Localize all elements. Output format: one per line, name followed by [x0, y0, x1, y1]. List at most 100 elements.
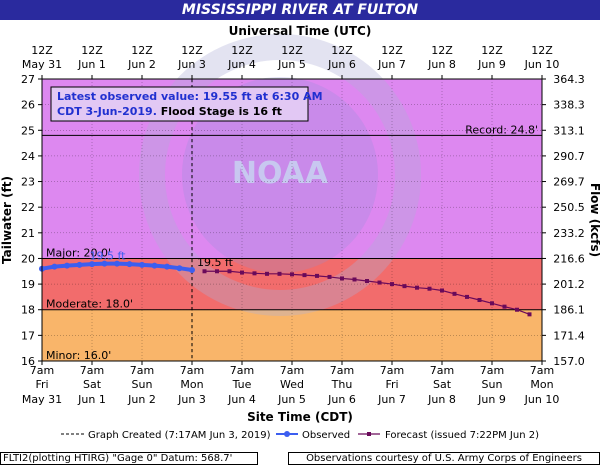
observed-value-label: 19.5 ft	[90, 249, 127, 262]
info-box-date: CDT 3-Jun-2019.	[57, 105, 157, 118]
top-tick-hour: 12Z	[181, 44, 203, 57]
right-tick-label: 201.2	[553, 278, 585, 291]
bottom-tick-date: Jun 9	[477, 393, 506, 406]
observed-point	[51, 263, 58, 270]
observed-point	[189, 266, 195, 273]
forecast-point	[227, 269, 232, 274]
bottom-tick-hour: 7am	[380, 364, 404, 377]
bottom-tick-day: Sat	[83, 378, 102, 391]
forecast-point	[315, 273, 319, 278]
y-tick-label: 16	[21, 355, 35, 368]
right-tick-label: 157.0	[553, 355, 585, 368]
info-box-flood-stage: Flood Stage is 16 ft	[157, 105, 282, 118]
y-tick-label: 26	[21, 99, 35, 112]
top-tick-date: Jun 1	[77, 58, 106, 71]
noaa-seal-disk	[182, 77, 378, 273]
bottom-tick-day: Mon	[180, 378, 203, 391]
y-tick-label: 17	[21, 329, 35, 342]
observed-point	[139, 261, 145, 268]
y-axis-label-left: Tailwater (ft)	[0, 176, 14, 264]
y-tick-label: 18	[21, 304, 35, 317]
forecast-point	[202, 269, 207, 274]
forecast-point	[352, 277, 357, 282]
right-tick-label: 216.6	[553, 252, 585, 265]
bottom-tick-date: Jun 5	[277, 393, 306, 406]
hydrograph-chart: NOAA Record: 24.8' Major: 20.0' Moderate: 1…	[0, 24, 600, 441]
bottom-tick-hour: 7am	[230, 364, 254, 377]
forecast-point	[465, 294, 469, 299]
observed-point	[151, 262, 158, 269]
y-tick-label: 19	[21, 278, 35, 291]
top-tick-hour: 12Z	[231, 44, 253, 57]
top-tick-hour: 12Z	[31, 44, 53, 57]
top-tick-hour: 12Z	[381, 44, 403, 57]
bottom-tick-date: Jun 1	[77, 393, 106, 406]
right-tick-label: 269.7	[553, 176, 585, 189]
forecast-point	[490, 301, 494, 306]
top-axis-title: Universal Time (UTC)	[229, 24, 372, 38]
bottom-tick-hour: 7am	[130, 364, 154, 377]
forecast-point	[440, 288, 444, 293]
bottom-tick-day: Fri	[385, 378, 398, 391]
forecast-point	[515, 307, 519, 312]
top-tick-date: Jun 5	[277, 58, 306, 71]
observed-point	[101, 260, 108, 267]
forecast-point	[477, 297, 482, 302]
chart-title: MISSISSIPPI RIVER AT FULTON	[0, 0, 600, 20]
legend-forecast-marker	[367, 432, 371, 436]
observed-point	[114, 260, 120, 267]
right-tick-label: 171.4	[553, 329, 585, 342]
top-tick-hour: 12Z	[431, 44, 453, 57]
flood-label-minor: Minor: 16.0'	[46, 349, 111, 362]
bottom-tick-day: Sun	[482, 378, 503, 391]
observations-credit: Observations courtesy of U.S. Army Corps…	[288, 452, 600, 465]
bottom-tick-date: Jun 2	[127, 393, 156, 406]
y-tick-label: 27	[21, 73, 35, 86]
forecast-point	[302, 273, 307, 278]
top-tick-hour: 12Z	[481, 44, 503, 57]
right-tick-label: 313.1	[553, 124, 585, 137]
bottom-tick-date: May 31	[22, 393, 62, 406]
observed-point	[76, 261, 83, 268]
forecast-point	[502, 304, 507, 309]
right-tick-label: 233.2	[553, 227, 585, 240]
forecast-point	[402, 284, 407, 289]
forecast-point	[215, 269, 219, 274]
flood-label-major: Major: 20.0'	[46, 246, 111, 259]
flood-label-moderate: Moderate: 18.0'	[46, 298, 133, 311]
bottom-tick-day: Wed	[280, 378, 304, 391]
datum-note: FLTI2(plotting HTIRG) "Gage 0" Datum: 56…	[0, 452, 258, 465]
bottom-tick-hour: 7am	[180, 364, 204, 377]
legend-observed-label: Observed	[302, 430, 350, 441]
y-tick-label: 21	[21, 227, 35, 240]
y-tick-label: 23	[21, 176, 35, 189]
bottom-tick-day: Sun	[132, 378, 153, 391]
y-tick-label: 20	[21, 252, 35, 265]
bottom-tick-day: Tue	[232, 378, 252, 391]
top-tick-date: Jun 7	[377, 58, 406, 71]
top-tick-hour: 12Z	[81, 44, 103, 57]
top-tick-date: Jun 10	[524, 58, 560, 71]
legend-forecast-label: Forecast (issued 7:22PM Jun 2)	[385, 430, 539, 441]
bottom-tick-hour: 7am	[280, 364, 304, 377]
right-tick-label: 250.5	[553, 201, 585, 214]
bottom-tick-hour: 7am	[330, 364, 354, 377]
top-tick-date: Jun 3	[177, 58, 206, 71]
forecast-point	[527, 312, 532, 317]
observed-point	[89, 261, 95, 268]
forecast-point	[390, 282, 394, 287]
bottom-tick-day: Thu	[331, 378, 353, 391]
record-label: Record: 24.8'	[465, 123, 538, 136]
top-tick-date: Jun 2	[127, 58, 156, 71]
bottom-tick-date: Jun 7	[377, 393, 406, 406]
forecast-point	[240, 270, 244, 275]
bottom-tick-hour: 7am	[80, 364, 104, 377]
y-tick-label: 22	[21, 201, 35, 214]
forecast-point	[277, 271, 282, 276]
info-box-line1: Latest observed value: 19.55 ft at 6:30 …	[57, 90, 323, 103]
info-box-line2: CDT 3-Jun-2019. Flood Stage is 16 ft	[57, 105, 282, 118]
y-axis-label-right: Flow (kcfs)	[588, 183, 600, 257]
top-tick-hour: 12Z	[131, 44, 153, 57]
legend-observed-marker	[284, 431, 290, 437]
bottom-tick-hour: 7am	[430, 364, 454, 377]
